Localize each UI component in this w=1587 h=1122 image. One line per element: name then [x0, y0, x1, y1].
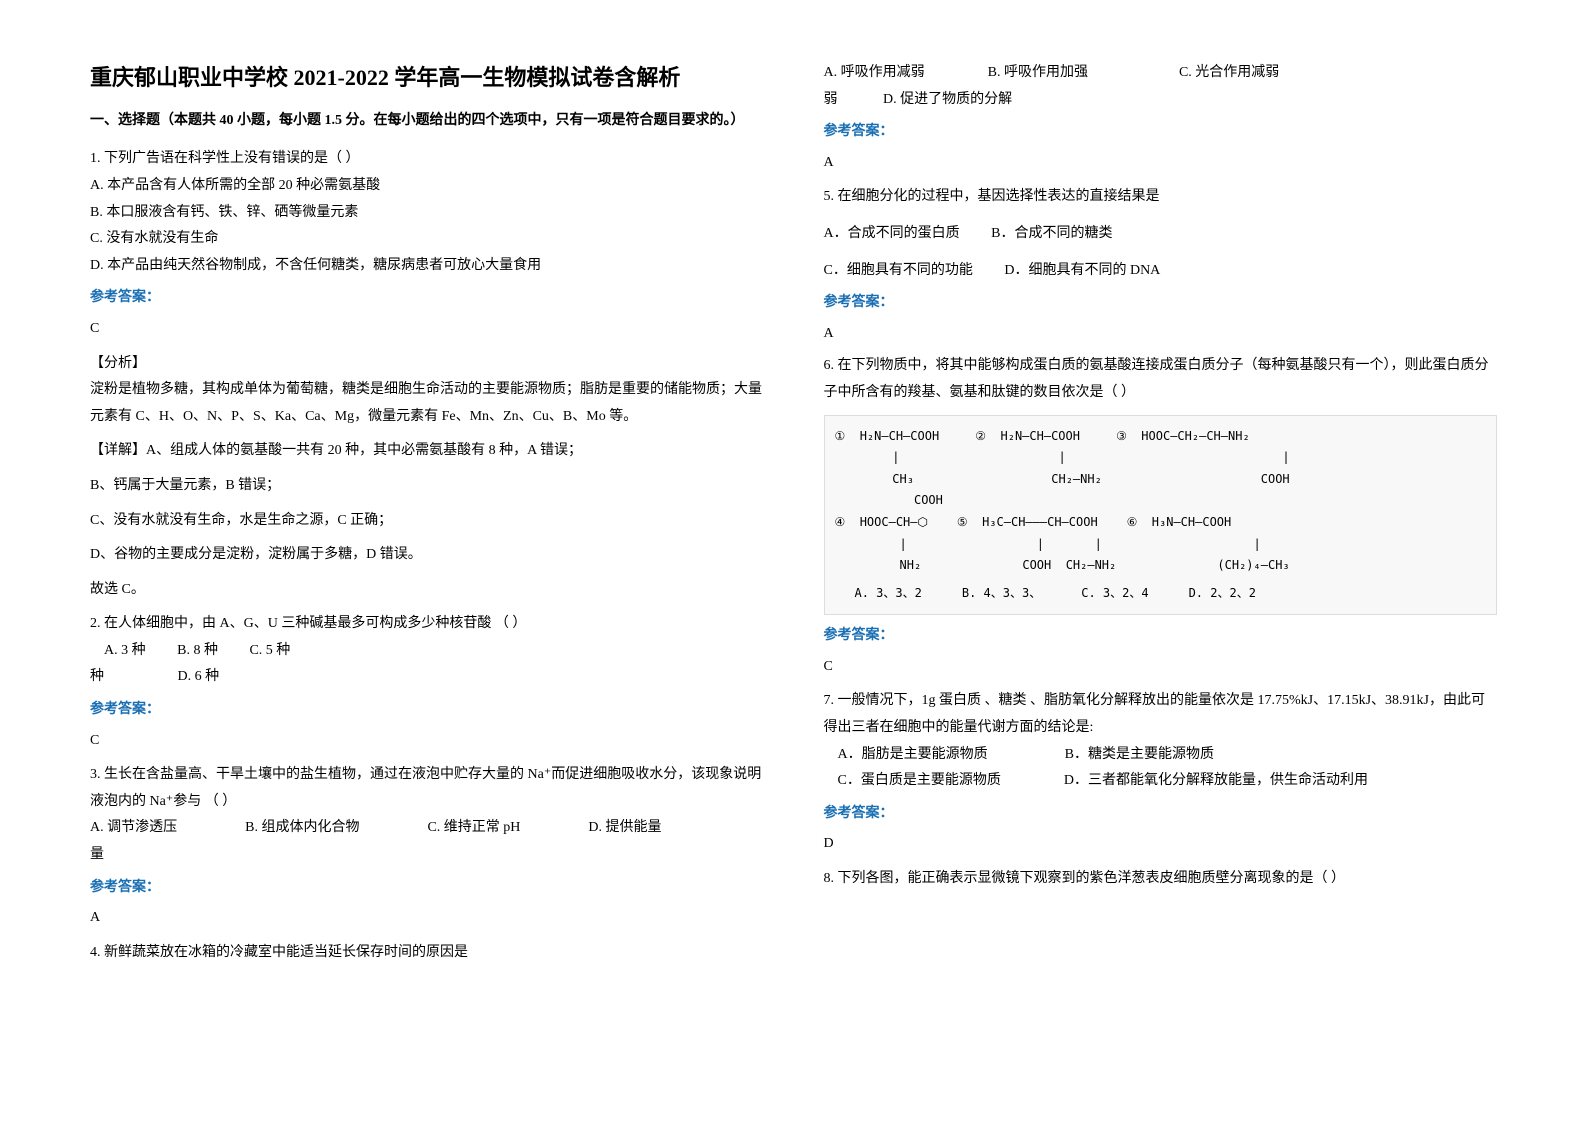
q7-opt-c: C．蛋白质是主要能源物质 — [838, 768, 1001, 795]
q5-answer: A — [824, 321, 1498, 348]
q2-opt-a: A. 3 种 — [104, 638, 146, 665]
q2-text: 2. 在人体细胞中，由 A、G、U 三种碱基最多可构成多少种核苷酸 （ ） — [90, 611, 764, 638]
q7-answer: D — [824, 831, 1498, 858]
q7-opt-d: D．三者都能氧化分解释放能量，供生命活动利用 — [1064, 768, 1368, 795]
q5-options-row1: A．合成不同的蛋白质 B．合成不同的糖类 — [824, 221, 1498, 248]
q7-opt-b: B．糖类是主要能源物质 — [1065, 742, 1214, 769]
q3-text: 3. 生长在含盐量高、干旱土壤中的盐生植物，通过在液泡中贮存大量的 Na⁺而促进… — [90, 762, 764, 815]
q4-text: 4. 新鲜蔬菜放在冰箱的冷藏室中能适当延长保存时间的原因是 — [90, 940, 764, 967]
answer-label: 参考答案： — [90, 875, 764, 902]
q1-opt-c: C. 没有水就没有生命 — [90, 226, 764, 253]
q5-options-row2: C．细胞具有不同的功能 D．细胞具有不同的 DNA — [824, 258, 1498, 285]
q1-detail-end: 故选 C。 — [90, 577, 764, 604]
chem-line-1: ① H₂N—CH—COOH ② H₂N—CH—COOH ③ HOOC—CH₂—C… — [835, 426, 1487, 448]
q1-detail-d: D、谷物的主要成分是淀粉，淀粉属于多糖，D 错误。 — [90, 542, 764, 569]
q1-detail-c: C、没有水就没有生命，水是生命之源，C 正确； — [90, 508, 764, 535]
q4-opt-b: B. 呼吸作用加强 — [988, 60, 1088, 87]
q6-text: 6. 在下列物质中，将其中能够构成蛋白质的氨基酸连接成蛋白质分子（每种氨基酸只有… — [824, 353, 1498, 406]
chem-line-2: | | | — [835, 447, 1487, 469]
section-heading: 一、选择题（本题共 40 小题，每小题 1.5 分。在每小题给出的四个选项中，只… — [90, 110, 764, 132]
chem-line-6: | | | | — [835, 534, 1487, 556]
q5-opt-d: D．细胞具有不同的 DNA — [1004, 258, 1160, 285]
q2-opt-c: C. 5 种 — [249, 638, 290, 665]
chem-line-4: COOH — [835, 490, 1487, 512]
q3-opt-b: B. 组成体内化合物 — [245, 815, 359, 842]
q5-opt-a: A．合成不同的蛋白质 — [824, 221, 960, 248]
analysis-label: 【分析】 — [90, 351, 764, 378]
chem-line-5: ④ HOOC—CH—⬡ ⑤ H₃C—CH———CH—COOH ⑥ H₃N—CH—… — [835, 512, 1487, 534]
q4-options: A. 呼吸作用减弱 B. 呼吸作用加强 C. 光合作用减弱 弱 D. 促进了物质… — [824, 60, 1498, 113]
q1-opt-b: B. 本口服液含有钙、铁、锌、硒等微量元素 — [90, 200, 764, 227]
chem-line-3: CH₃ CH₂—NH₂ COOH — [835, 469, 1487, 491]
q3-opt-a: A. 调节渗透压 — [90, 815, 177, 842]
left-column: 重庆郁山职业中学校 2021-2022 学年高一生物模拟试卷含解析 一、选择题（… — [90, 60, 764, 1062]
q1-analysis-1: 淀粉是植物多糖，其构成单体为葡萄糖，糖类是细胞生命活动的主要能源物质；脂肪是重要… — [90, 377, 764, 430]
q1-text: 1. 下列广告语在科学性上没有错误的是（ ） — [90, 146, 764, 173]
answer-label: 参考答案： — [824, 119, 1498, 146]
q4-opt-a: A. 呼吸作用减弱 — [824, 60, 925, 87]
question-7: 7. 一般情况下，1g 蛋白质 、糖类 、脂肪氧化分解释放出的能量依次是 17.… — [824, 688, 1498, 858]
q6-answer: C — [824, 654, 1498, 681]
q3-answer: A — [90, 905, 764, 932]
q6-options: A. 3、3、2 B. 4、3、3、 C. 3、2、4 D. 2、2、2 — [835, 583, 1487, 605]
answer-label: 参考答案： — [824, 801, 1498, 828]
q1-detail-a: 【详解】A、组成人体的氨基酸一共有 20 种，其中必需氨基酸有 8 种，A 错误… — [90, 438, 764, 465]
question-8: 8. 下列各图，能正确表示显微镜下观察到的紫色洋葱表皮细胞质壁分离现象的是（ ） — [824, 866, 1498, 893]
q3-opt-d-suffix: 量 — [90, 842, 764, 869]
q2-opt-b: B. 8 种 — [177, 638, 218, 665]
q2-options: A. 3 种 B. 8 种 C. 5 种 种 D. 6 种 — [90, 638, 764, 691]
q3-options: A. 调节渗透压 B. 组成体内化合物 C. 维持正常 pH D. 提供能量 — [90, 815, 764, 842]
question-1: 1. 下列广告语在科学性上没有错误的是（ ） A. 本产品含有人体所需的全部 2… — [90, 146, 764, 603]
answer-label: 参考答案： — [90, 697, 764, 724]
q5-opt-c: C．细胞具有不同的功能 — [824, 258, 973, 285]
question-3: 3. 生长在含盐量高、干旱土壤中的盐生植物，通过在液泡中贮存大量的 Na⁺而促进… — [90, 762, 764, 932]
q3-opt-d: D. 提供能量 — [588, 815, 661, 842]
question-6: 6. 在下列物质中，将其中能够构成蛋白质的氨基酸连接成蛋白质分子（每种氨基酸只有… — [824, 353, 1498, 680]
q5-text: 5. 在细胞分化的过程中，基因选择性表达的直接结果是 — [824, 184, 1498, 211]
q8-text: 8. 下列各图，能正确表示显微镜下观察到的紫色洋葱表皮细胞质壁分离现象的是（ ） — [824, 866, 1498, 893]
right-column: A. 呼吸作用减弱 B. 呼吸作用加强 C. 光合作用减弱 弱 D. 促进了物质… — [824, 60, 1498, 1062]
q4-opt-c-suffix: 弱 — [824, 92, 838, 107]
q7-opt-a: A．脂肪是主要能源物质 — [838, 742, 988, 769]
q6-opt-b: B. 4、3、3、 — [962, 583, 1041, 605]
q1-detail-b: B、钙属于大量元素，B 错误； — [90, 473, 764, 500]
q1-answer: C — [90, 316, 764, 343]
answer-label: 参考答案： — [90, 285, 764, 312]
question-4-opts: A. 呼吸作用减弱 B. 呼吸作用加强 C. 光合作用减弱 弱 D. 促进了物质… — [824, 60, 1498, 176]
q7-text: 7. 一般情况下，1g 蛋白质 、糖类 、脂肪氧化分解释放出的能量依次是 17.… — [824, 688, 1498, 741]
q7-options-row1: A．脂肪是主要能源物质 B．糖类是主要能源物质 — [824, 742, 1498, 769]
question-4: 4. 新鲜蔬菜放在冰箱的冷藏室中能适当延长保存时间的原因是 — [90, 940, 764, 967]
q3-opt-c: C. 维持正常 pH — [427, 815, 520, 842]
q4-answer: A — [824, 150, 1498, 177]
q2-answer: C — [90, 728, 764, 755]
q1-opt-a: A. 本产品含有人体所需的全部 20 种必需氨基酸 — [90, 173, 764, 200]
chemical-structures: ① H₂N—CH—COOH ② H₂N—CH—COOH ③ HOOC—CH₂—C… — [824, 415, 1498, 616]
question-5: 5. 在细胞分化的过程中，基因选择性表达的直接结果是 A．合成不同的蛋白质 B．… — [824, 184, 1498, 347]
q4-opt-c: C. 光合作用减弱 — [1179, 60, 1279, 87]
q6-opt-c: C. 3、2、4 — [1081, 583, 1148, 605]
q6-opt-d: D. 2、2、2 — [1189, 583, 1256, 605]
q5-opt-b: B．合成不同的糖类 — [991, 221, 1112, 248]
q2-opt-d: D. 6 种 — [178, 664, 220, 691]
chem-line-7: NH₂ COOH CH₂—NH₂ (CH₂)₄—CH₃ — [835, 555, 1487, 577]
answer-label: 参考答案： — [824, 290, 1498, 317]
q2-opt-c-suffix: 种 — [90, 669, 104, 684]
q4-opt-d: D. 促进了物质的分解 — [883, 87, 1012, 114]
q6-opt-a: A. 3、3、2 — [855, 583, 922, 605]
answer-label: 参考答案： — [824, 623, 1498, 650]
page-title: 重庆郁山职业中学校 2021-2022 学年高一生物模拟试卷含解析 — [90, 60, 764, 92]
question-2: 2. 在人体细胞中，由 A、G、U 三种碱基最多可构成多少种核苷酸 （ ） A.… — [90, 611, 764, 754]
q1-opt-d: D. 本产品由纯天然谷物制成，不含任何糖类，糖尿病患者可放心大量食用 — [90, 253, 764, 280]
q7-options-row2: C．蛋白质是主要能源物质 D．三者都能氧化分解释放能量，供生命活动利用 — [824, 768, 1498, 795]
